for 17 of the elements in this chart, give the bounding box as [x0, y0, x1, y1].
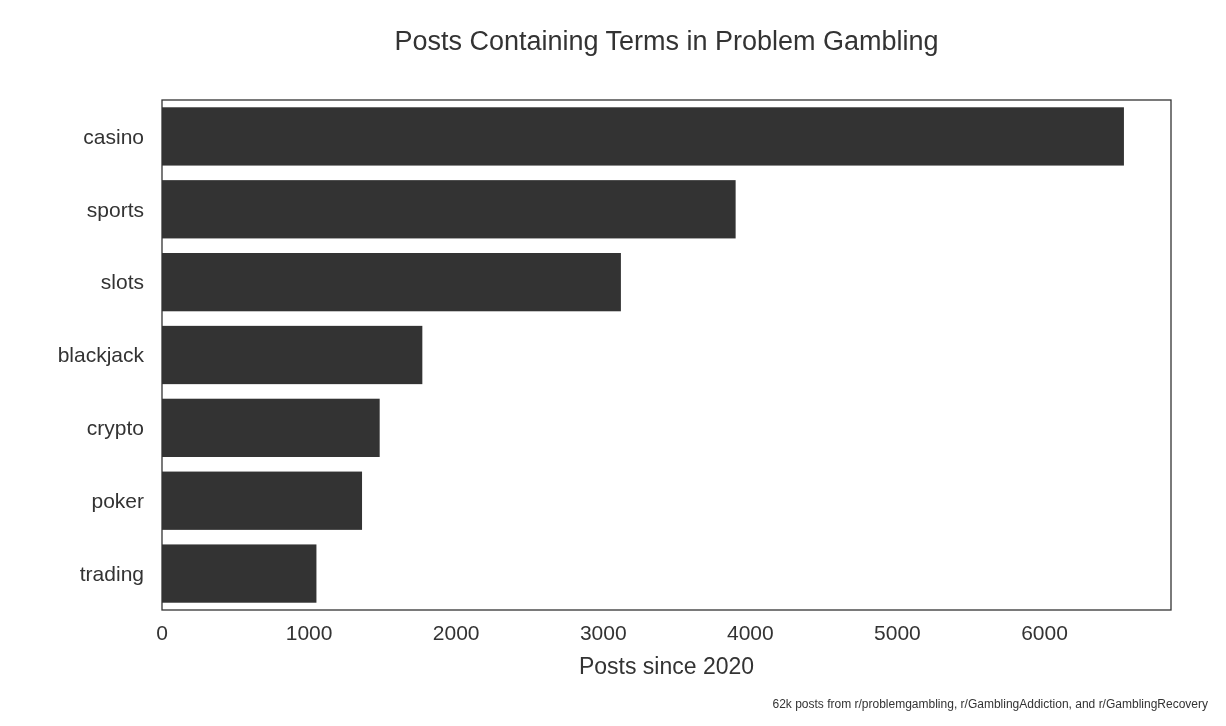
x-tick-label: 2000 [432, 621, 480, 644]
y-tick-label: trading [79, 561, 144, 585]
x-tick-label: 1000 [285, 621, 333, 644]
y-tick-label: sports [86, 197, 144, 221]
chart-title: Posts Containing Terms in Problem Gambling [394, 26, 939, 56]
x-tick-label: 6000 [1021, 621, 1068, 644]
y-tick-label: blackjack [57, 343, 145, 367]
y-tick-label: poker [91, 489, 145, 513]
x-tick-label: 3000 [579, 621, 627, 644]
x-tick-label: 5000 [874, 621, 921, 644]
y-tick-label: slots [100, 270, 144, 294]
x-tick-label: 0 [156, 621, 168, 644]
text: 62k posts from r/problemgambling, r/GamblingAddiction, and r/GamblingRecovery [772, 697, 1208, 711]
x-axis-title: Posts since 2020 [578, 653, 755, 679]
y-tick-label: casino [83, 124, 144, 148]
x-tick-label: 4000 [726, 621, 774, 644]
y-tick-label: crypto [86, 416, 144, 440]
